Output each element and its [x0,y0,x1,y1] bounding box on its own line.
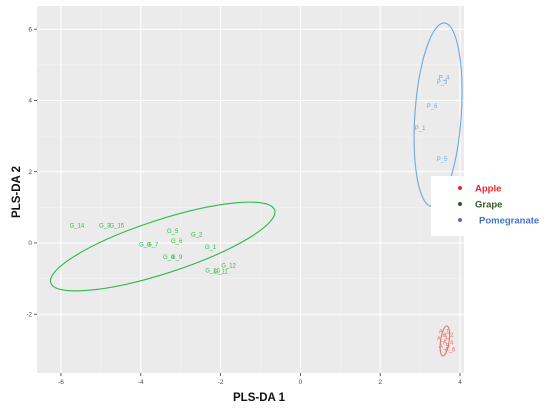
y-axis-label: PLS-DA 2 [11,166,23,218]
apple-point-label: A_6 [445,347,456,353]
apple-point-label: A_5 [439,344,450,350]
legend: Apple Grape Pomegranate [431,176,550,236]
grape-point-label: G_7 [147,243,159,249]
y-tick-label: 0 [28,240,32,247]
pomegranate-point-label: P_5 [437,157,448,163]
grape-point-label: G_1 [205,245,217,251]
x-axis-label: PLS-DA 1 [233,392,286,404]
pomegranate-point-label: P_4 [439,76,450,82]
grape-point-label: G_11 [213,270,228,276]
points-layer: A_1A_2A_3A_4A_5A_6 G_14 G_3G_15 G_5 G_2 G_6 G_… [70,76,456,354]
x-tick-label: 0 [299,379,303,386]
legend-label: Pomegranate [479,216,539,227]
axis-layer: -6 -4 -2 0 2 4 -2 0 2 4 6 [26,26,462,386]
x-tick-label: 2 [378,379,382,386]
apple-point-label: A_4 [443,340,454,346]
grape-point-label: G_5 [167,229,179,235]
y-tick-label: -2 [26,312,32,319]
apple-ellipse [439,325,451,357]
legend-marker [458,202,462,206]
grape-point-label: G_12 [221,264,236,270]
plot-panel [37,6,464,373]
x-tick-label: -6 [58,379,64,386]
y-tick-label: 2 [28,169,32,176]
grape-ellipse [49,201,276,292]
y-tick-label: 6 [28,26,32,33]
legend-marker [458,186,462,190]
legend-label: Apple [475,184,501,195]
grape-point-label: G_10 [205,268,220,274]
grape-point-label: G_6 [171,239,183,245]
legend-box [431,176,550,236]
grape-point-label: G_4 [163,255,175,261]
x-tick-label: 4 [458,379,462,386]
legend-label: Grape [475,200,502,211]
x-tick-label: -2 [218,379,224,386]
grape-point-label: G_15 [109,223,124,229]
apple-point-label: A_1 [439,330,450,336]
grape-point-label: G_3 [99,223,111,229]
apple-point-label: A_2 [443,333,454,339]
grape-point-label: G_14 [70,223,85,229]
legend-items: Apple Grape Pomegranate [458,184,539,227]
x-tick-label: -4 [138,379,144,386]
pomegranate-point-label: P_6 [427,104,438,110]
grape-point-label: G_2 [191,233,203,239]
apple-point-label: A_3 [437,337,448,343]
legend-marker [458,218,462,222]
y-tick-label: 4 [28,98,32,105]
pomegranate-point-label: P_3 [437,80,448,86]
grape-point-label: G_9 [171,255,183,261]
grape-point-label: G_8 [139,243,151,249]
pomegranate-point-label: P_1 [415,126,426,132]
